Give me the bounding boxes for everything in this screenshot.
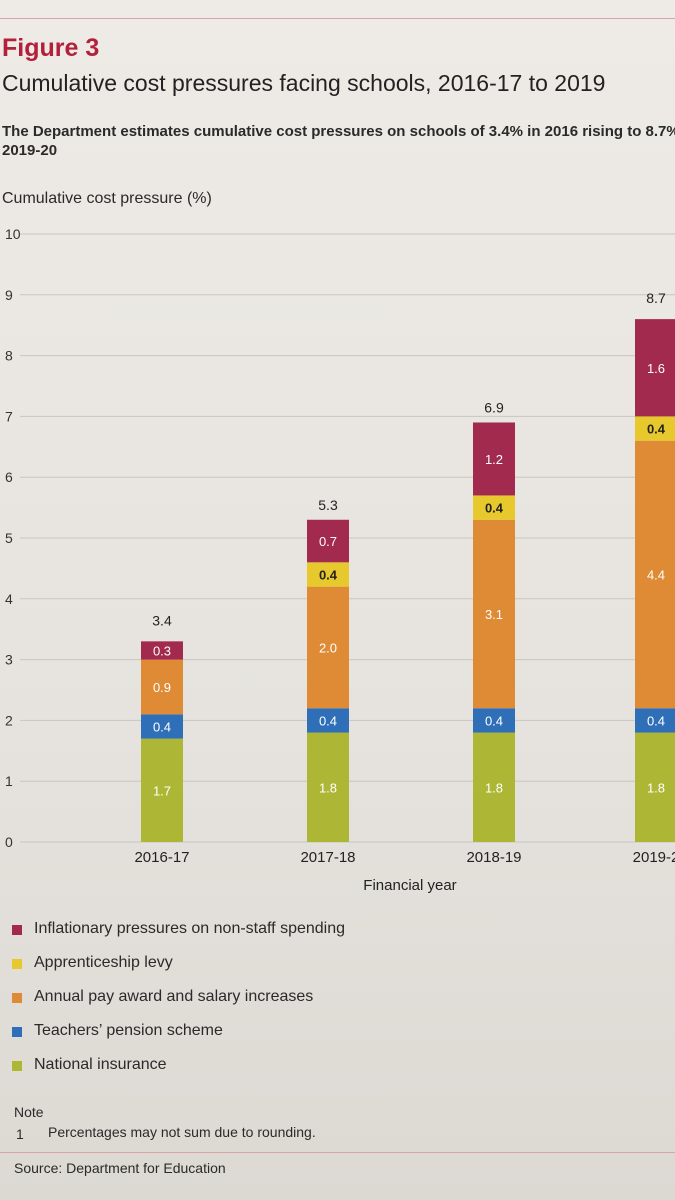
bar-segment-pension bbox=[307, 708, 349, 733]
segment-value-label: 0.7 bbox=[319, 534, 337, 549]
legend-swatch bbox=[12, 993, 22, 1003]
source-text: Source: Department for Education bbox=[14, 1160, 226, 1176]
x-category-label: 2019-2 bbox=[633, 849, 675, 866]
bar-segment-apprenticeship bbox=[473, 495, 515, 520]
y-tick-label: 4 bbox=[5, 591, 13, 607]
figure-label: Figure 3 bbox=[2, 34, 100, 62]
x-category-label: 2018-19 bbox=[466, 849, 521, 866]
figure-subtitle: The Department estimates cumulative cost… bbox=[2, 123, 675, 159]
segment-value-label: 0.4 bbox=[319, 713, 337, 728]
segment-value-label: 0.4 bbox=[319, 567, 338, 582]
segment-value-label: 0.3 bbox=[153, 643, 171, 658]
segment-value-label: 1.6 bbox=[647, 361, 665, 376]
bar-segment-pay_award bbox=[141, 659, 183, 715]
bar-segment-inflation bbox=[141, 641, 183, 660]
x-category-label: 2016-17 bbox=[134, 849, 189, 866]
segment-value-label: 1.2 bbox=[485, 452, 503, 467]
bar-total-label: 8.7 bbox=[646, 290, 666, 306]
bar-segment-apprenticeship bbox=[635, 416, 675, 441]
legend-swatch bbox=[12, 1027, 22, 1037]
legend-label: National insurance bbox=[34, 1056, 167, 1073]
legend-label: Teachers’ pension scheme bbox=[34, 1022, 223, 1039]
segment-value-label: 2.0 bbox=[319, 640, 337, 655]
segment-value-label: 0.4 bbox=[647, 713, 665, 728]
y-tick-label: 6 bbox=[5, 469, 13, 485]
bar-segment-inflation bbox=[307, 519, 349, 563]
y-tick-label: 8 bbox=[5, 348, 13, 364]
note-title: Note bbox=[14, 1104, 44, 1120]
bar-segment-national_insurance bbox=[307, 732, 349, 842]
x-category-label: 2017-18 bbox=[300, 849, 355, 866]
legend-label: Inflationary pressures on non-staff spen… bbox=[34, 920, 346, 937]
segment-value-label: 0.4 bbox=[485, 713, 503, 728]
legend-swatch bbox=[12, 925, 22, 935]
stacked-bar-chart: 0 1 2 3 4 5 6 7 8 9 10 1.7 0.4 0.9 0.3 3.4 2016-17 1.8 0.4… bbox=[5, 226, 675, 894]
y-tick-label: 10 bbox=[5, 226, 21, 242]
segment-value-label: 1.8 bbox=[647, 780, 665, 795]
segment-value-label: 0.4 bbox=[153, 719, 171, 734]
y-axis-label: Cumulative cost pressure (%) bbox=[2, 190, 212, 207]
segment-value-label: 3.1 bbox=[485, 607, 503, 622]
legend-label: Annual pay award and salary increases bbox=[34, 988, 314, 1005]
bar-total-label: 3.4 bbox=[152, 612, 172, 628]
segment-value-label: 0.9 bbox=[153, 680, 171, 695]
segment-value-label: 0.4 bbox=[485, 501, 504, 516]
legend-swatch bbox=[12, 959, 22, 969]
bar-segment-pension bbox=[635, 708, 675, 733]
y-tick-label: 3 bbox=[5, 652, 13, 668]
source-rule bbox=[0, 1152, 675, 1153]
bar-segment-national_insurance bbox=[473, 732, 515, 842]
bar-segment-pay_award bbox=[635, 440, 675, 709]
bar-segment-inflation bbox=[635, 319, 675, 417]
bar-total-label: 5.3 bbox=[318, 497, 338, 513]
y-tick-label: 5 bbox=[5, 530, 13, 546]
bar-segment-pay_award bbox=[307, 586, 349, 709]
segment-value-label: 4.4 bbox=[647, 567, 665, 582]
segment-value-label: 1.7 bbox=[153, 783, 171, 798]
segment-value-label: 0.4 bbox=[647, 422, 666, 437]
y-tick-label: 2 bbox=[5, 712, 13, 728]
note-number: 1 bbox=[16, 1126, 24, 1142]
bar-segment-national_insurance bbox=[141, 738, 183, 842]
legend-swatch bbox=[12, 1061, 22, 1071]
figure-title: Cumulative cost pressures facing schools… bbox=[2, 70, 606, 96]
segment-value-label: 1.8 bbox=[319, 780, 337, 795]
bar-total-label: 6.9 bbox=[484, 399, 504, 415]
bar-segment-apprenticeship bbox=[307, 562, 349, 587]
y-tick-label: 0 bbox=[5, 834, 13, 850]
bar-segment-pension bbox=[473, 708, 515, 733]
x-axis-title: Financial year bbox=[363, 877, 456, 894]
top-rule bbox=[0, 18, 675, 19]
bar-segment-pay_award bbox=[473, 519, 515, 709]
segment-value-label: 1.8 bbox=[485, 780, 503, 795]
bar-segment-pension bbox=[141, 714, 183, 739]
legend-label: Apprenticeship levy bbox=[34, 954, 173, 971]
bar-segment-national_insurance bbox=[635, 732, 675, 842]
y-tick-label: 1 bbox=[5, 773, 13, 789]
bar-segment-inflation bbox=[473, 422, 515, 496]
y-tick-label: 7 bbox=[5, 408, 13, 424]
note-text: Percentages may not sum due to rounding. bbox=[48, 1124, 316, 1140]
y-tick-label: 9 bbox=[5, 287, 13, 303]
